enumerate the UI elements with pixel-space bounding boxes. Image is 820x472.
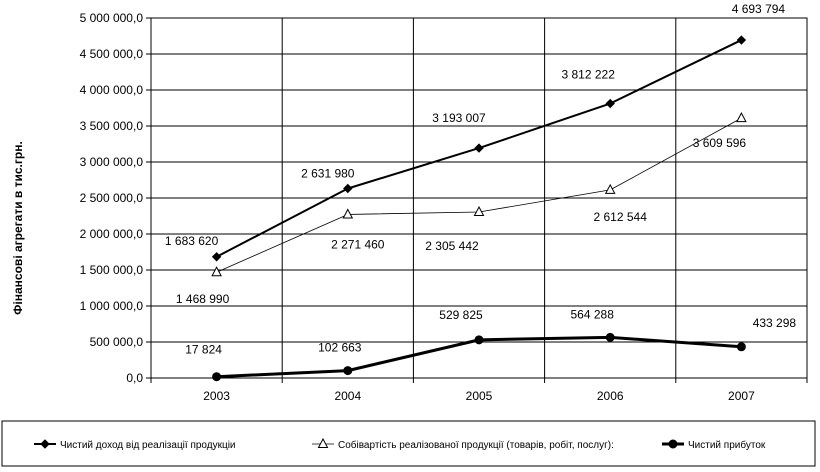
data-point — [212, 372, 222, 382]
x-tick-label: 2007 — [728, 389, 755, 403]
data-label: 529 825 — [439, 308, 483, 322]
data-point — [473, 205, 485, 217]
y-tick-label: 0,0 — [126, 371, 143, 385]
y-tick-label: 4 500 000,0 — [80, 47, 144, 61]
data-point — [474, 335, 484, 345]
data-label: 1 683 620 — [165, 234, 219, 248]
data-point — [342, 208, 354, 219]
data-point — [474, 143, 484, 153]
y-axis-label: Фінансові агрегати в тис.грн. — [11, 141, 25, 315]
y-tick-label: 3 000 000,0 — [80, 155, 144, 169]
legend-label: Чистий прибуток — [688, 439, 766, 451]
data-label: 433 298 — [753, 316, 797, 330]
data-point — [211, 252, 222, 262]
y-tick-label: 500 000,0 — [90, 335, 144, 349]
y-tick-labels: 0,0 500 000,0 1 000 000,0 1 500 000,0 2 000 … — [80, 11, 144, 385]
data-point — [343, 366, 353, 376]
data-label: 564 288 — [571, 307, 615, 321]
data-label: 2 305 442 — [425, 239, 479, 253]
data-point — [40, 439, 50, 449]
data-label: 102 663 — [318, 341, 362, 355]
series-markers — [211, 35, 747, 382]
legend: Чистий доход від реалізації продукціи Соб… — [1, 420, 816, 467]
y-tick-label: 1 000 000,0 — [80, 299, 144, 313]
data-point — [604, 183, 616, 194]
data-point — [605, 332, 615, 342]
y-tick-label: 3 500 000,0 — [80, 119, 144, 133]
data-label: 2 271 460 — [331, 237, 385, 251]
data-label: 3 812 222 — [562, 68, 616, 82]
x-tick-labels: 2003 2004 2005 2006 2007 — [203, 389, 755, 403]
data-point — [605, 98, 615, 109]
y-tick-label: 4 000 000,0 — [80, 83, 144, 97]
data-point — [736, 112, 747, 123]
legend-label: Собівартість реалізованої продукції (тов… — [338, 439, 614, 451]
data-label: 3 609 596 — [693, 136, 747, 150]
y-tick-label: 2 000 000,0 — [80, 227, 144, 241]
data-label: 4 693 794 — [732, 2, 786, 16]
data-label: 17 824 — [185, 343, 222, 357]
data-label: 2 631 980 — [301, 166, 355, 180]
x-tick-label: 2003 — [203, 389, 230, 403]
data-point — [317, 437, 329, 448]
data-point — [736, 342, 746, 352]
data-label: 3 193 007 — [432, 111, 486, 125]
data-point — [736, 35, 747, 45]
y-tick-label: 1 500 000,0 — [80, 263, 144, 277]
data-point — [211, 266, 222, 277]
data-labels: 1 683 620 2 631 980 3 193 007 3 812 222 4 69… — [165, 2, 797, 357]
data-label: 2 612 544 — [594, 210, 648, 224]
y-tick-label: 2 500 000,0 — [80, 191, 144, 205]
data-point — [343, 183, 353, 194]
data-label: 1 468 990 — [176, 292, 230, 306]
legend-label: Чистий доход від реалізації продукціи — [60, 440, 236, 451]
y-tick-label: 5 000 000,0 — [80, 11, 144, 25]
data-point — [668, 439, 678, 449]
x-tick-label: 2006 — [597, 389, 624, 403]
x-tick-label: 2005 — [466, 389, 493, 403]
x-tick-label: 2004 — [334, 389, 361, 403]
